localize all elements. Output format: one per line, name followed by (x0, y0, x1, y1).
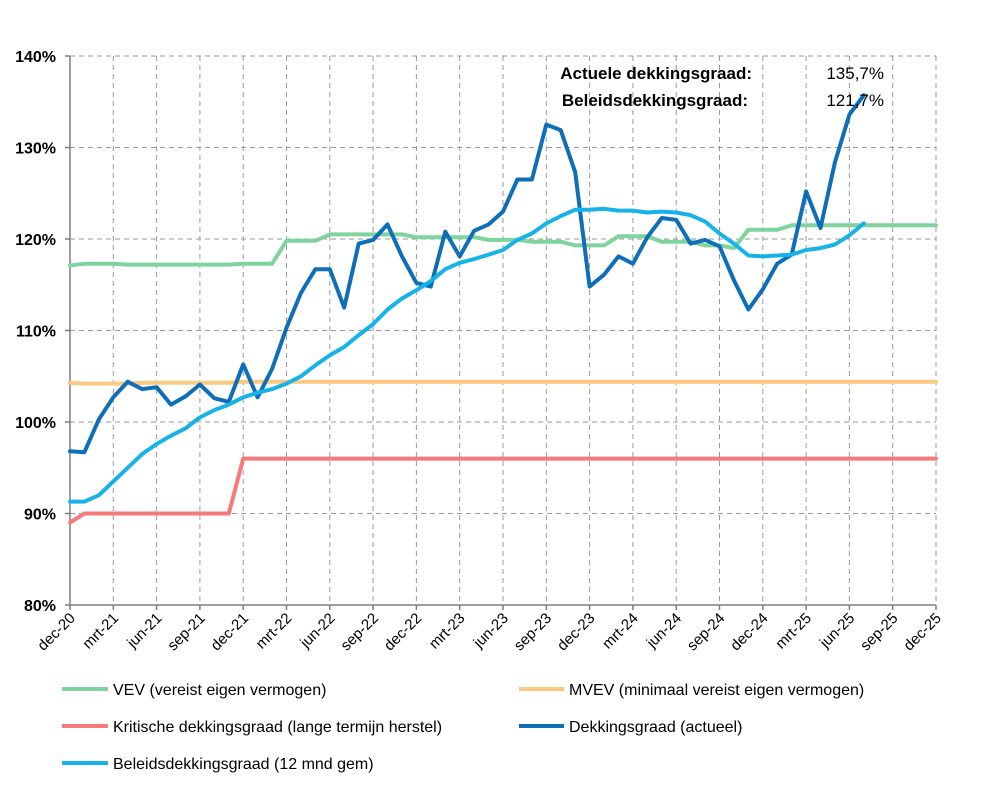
legend-item-beleids: Beleidsdekkingsgraad (12 mnd gem) (62, 756, 374, 773)
legend-item-actueel: Dekkingsgraad (actueel) (519, 719, 742, 736)
x-tick-label: jun-23 (470, 610, 512, 652)
x-tick-label: dec-22 (381, 610, 425, 654)
x-tick-label: sep-25 (857, 610, 901, 654)
legend: VEV (vereist eigen vermogen) MVEV (minim… (62, 682, 864, 773)
legend-label-kritisch: Kritische dekkingsgraad (lange termijn h… (113, 719, 442, 736)
series-lines (68, 93, 938, 525)
series-line-0 (68, 223, 938, 268)
axes (69, 56, 936, 606)
x-tick-label: dec-25 (900, 610, 944, 654)
series-line-4 (68, 206, 866, 504)
y-tick-label: 130% (15, 141, 56, 158)
x-tick-label: jun-21 (123, 610, 165, 652)
legend-item-kritisch: Kritische dekkingsgraad (lange termijn h… (62, 719, 442, 736)
x-tick-label: jun-22 (296, 610, 338, 652)
x-tick-label: sep-22 (337, 610, 381, 654)
legend-item-mvev: MVEV (minimaal vereist eigen vermogen) (519, 682, 864, 699)
y-tick-label: 100% (15, 415, 56, 432)
annotation-value-beleids: 121,7% (826, 91, 884, 110)
x-tick-label: dec-24 (727, 610, 771, 654)
x-tick-label: jun-25 (816, 610, 858, 652)
annotation-label-beleids: Beleidsdekkingsgraad: (562, 91, 748, 110)
legend-label-vev: VEV (vereist eigen vermogen) (113, 682, 326, 699)
legend-item-vev: VEV (vereist eigen vermogen) (62, 682, 326, 699)
x-tick-label: mrt-24 (599, 610, 642, 653)
grid-lines (65, 55, 937, 610)
x-tick-label: sep-21 (164, 610, 208, 654)
series-line-1 (68, 379, 938, 386)
x-tick-label: dec-21 (208, 610, 252, 654)
y-tick-label: 120% (15, 232, 56, 249)
annotation-value-actuele: 135,7% (826, 64, 884, 83)
x-tick-label: mrt-22 (253, 610, 296, 653)
annotation-label-actuele: Actuele dekkingsgraad: (560, 64, 752, 83)
y-tick-label: 140% (15, 49, 56, 66)
x-tick-label: mrt-25 (772, 610, 815, 653)
x-tick-label: dec-20 (34, 610, 78, 654)
x-tick-label: jun-24 (643, 610, 685, 652)
x-tick-label: sep-24 (684, 610, 728, 654)
legend-label-actueel: Dekkingsgraad (actueel) (569, 719, 742, 736)
x-tick-label: sep-23 (511, 610, 555, 654)
x-tick-label: mrt-23 (426, 610, 469, 653)
y-tick-labels: 80% 90% 100% 110% 120% 130% 140% (15, 49, 56, 615)
y-tick-label: 90% (24, 507, 56, 524)
x-tick-label: dec-23 (554, 610, 598, 654)
y-tick-label: 110% (16, 324, 56, 341)
x-tick-label: mrt-21 (79, 610, 122, 653)
series-line-2 (68, 456, 938, 525)
series-line-3 (68, 93, 866, 455)
annotations: Actuele dekkingsgraad: 135,7% Beleidsdek… (560, 64, 884, 110)
legend-label-beleids: Beleidsdekkingsgraad (12 mnd gem) (113, 756, 374, 773)
y-tick-label: 80% (24, 598, 56, 615)
legend-label-mvev: MVEV (minimaal vereist eigen vermogen) (569, 682, 864, 699)
